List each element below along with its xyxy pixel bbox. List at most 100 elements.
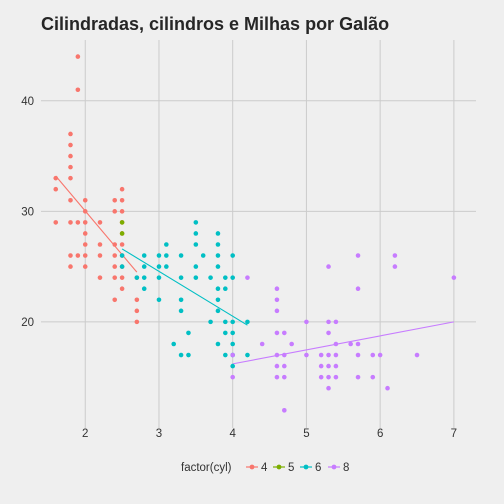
legend-title: factor(cyl) (181, 462, 232, 474)
point-cyl-6 (230, 253, 235, 258)
point-cyl-8 (414, 352, 420, 358)
points (53, 54, 457, 413)
point-cyl-8 (348, 341, 353, 347)
point-cyl-6 (164, 242, 169, 247)
point-cyl-4 (75, 220, 81, 225)
legend-key-point-6 (303, 464, 309, 470)
point-cyl-4 (134, 297, 140, 303)
point-cyl-6 (223, 275, 228, 280)
point-cyl-4 (68, 131, 73, 137)
y-tick-label: 40 (21, 96, 34, 108)
x-tick-label: 3 (156, 428, 162, 440)
point-cyl-8 (326, 385, 331, 391)
point-cyl-6 (119, 253, 125, 258)
point-cyl-8 (333, 319, 339, 325)
legend-label-4: 4 (261, 462, 268, 474)
point-cyl-4 (68, 175, 73, 181)
point-cyl-4 (112, 275, 118, 280)
point-cyl-8 (377, 352, 383, 358)
point-cyl-6 (230, 341, 235, 347)
point-cyl-6 (178, 352, 184, 358)
fit-line-cyl-6 (121, 248, 248, 326)
x-tick-label: 2 (82, 428, 88, 440)
point-cyl-6 (178, 308, 184, 314)
point-cyl-8 (274, 297, 280, 303)
point-cyl-8 (274, 330, 280, 336)
point-cyl-6 (223, 352, 228, 358)
point-cyl-4 (134, 319, 140, 325)
point-cyl-4 (119, 242, 125, 247)
point-cyl-8 (355, 352, 361, 358)
grid (41, 40, 476, 428)
point-cyl-6 (230, 275, 235, 280)
point-cyl-8 (289, 341, 294, 347)
point-cyl-6 (156, 275, 162, 280)
point-cyl-8 (318, 363, 324, 369)
point-cyl-4 (82, 231, 88, 236)
point-cyl-8 (370, 374, 376, 380)
point-cyl-8 (326, 363, 331, 369)
point-cyl-8 (392, 253, 398, 258)
point-cyl-4 (68, 197, 73, 203)
y-tick-label: 30 (21, 206, 34, 218)
legend-label-5: 5 (288, 462, 294, 474)
point-cyl-6 (223, 330, 228, 336)
legend-label-6: 6 (315, 462, 321, 474)
point-cyl-8 (304, 352, 309, 358)
point-cyl-4 (68, 253, 73, 258)
chart-title: Cilindradas, cilindros e Milhas por Galã… (41, 14, 389, 34)
point-cyl-6 (164, 264, 169, 269)
point-cyl-4 (82, 242, 88, 247)
point-cyl-6 (193, 264, 199, 269)
point-cyl-6 (215, 286, 221, 292)
point-cyl-4 (68, 264, 73, 269)
point-cyl-4 (68, 153, 73, 159)
point-cyl-6 (193, 220, 199, 225)
point-cyl-6 (141, 275, 147, 280)
point-cyl-6 (141, 264, 147, 269)
point-cyl-6 (156, 264, 162, 269)
point-cyl-4 (53, 175, 59, 181)
legend-key-point-5 (276, 464, 282, 470)
point-cyl-8 (230, 374, 235, 380)
point-cyl-8 (274, 352, 280, 358)
point-cyl-6 (215, 308, 221, 314)
point-cyl-8 (274, 308, 280, 314)
point-cyl-8 (385, 385, 390, 391)
point-cyl-4 (112, 253, 118, 258)
point-cyl-8 (355, 341, 361, 347)
point-cyl-4 (119, 186, 125, 192)
fit-line-cyl-4 (55, 175, 138, 273)
point-cyl-4 (82, 253, 88, 258)
point-cyl-6 (215, 242, 221, 247)
point-cyl-8 (392, 264, 398, 269)
legend-label-8: 8 (343, 462, 349, 474)
point-cyl-6 (215, 253, 221, 258)
point-cyl-6 (245, 352, 250, 358)
point-cyl-4 (75, 54, 81, 59)
point-cyl-8 (282, 374, 287, 380)
point-cyl-8 (274, 374, 280, 380)
point-cyl-4 (75, 87, 81, 93)
point-cyl-8 (326, 330, 331, 336)
point-cyl-4 (68, 142, 73, 148)
x-tick-label: 6 (377, 428, 383, 440)
point-cyl-4 (97, 275, 103, 280)
point-cyl-6 (178, 297, 184, 303)
point-cyl-4 (119, 275, 125, 280)
point-cyl-4 (119, 286, 125, 292)
y-axis-ticks: 20 30 40 (21, 96, 34, 329)
point-cyl-6 (230, 319, 235, 325)
point-cyl-8 (304, 319, 309, 325)
point-cyl-6 (156, 297, 162, 303)
point-cyl-8 (282, 352, 287, 358)
point-cyl-4 (112, 264, 118, 269)
point-cyl-6 (186, 352, 191, 358)
point-cyl-5 (119, 231, 125, 236)
point-cyl-4 (97, 220, 103, 225)
point-cyl-6 (156, 253, 162, 258)
point-cyl-8 (274, 286, 280, 292)
point-cyl-6 (171, 341, 177, 347)
point-cyl-4 (82, 264, 88, 269)
